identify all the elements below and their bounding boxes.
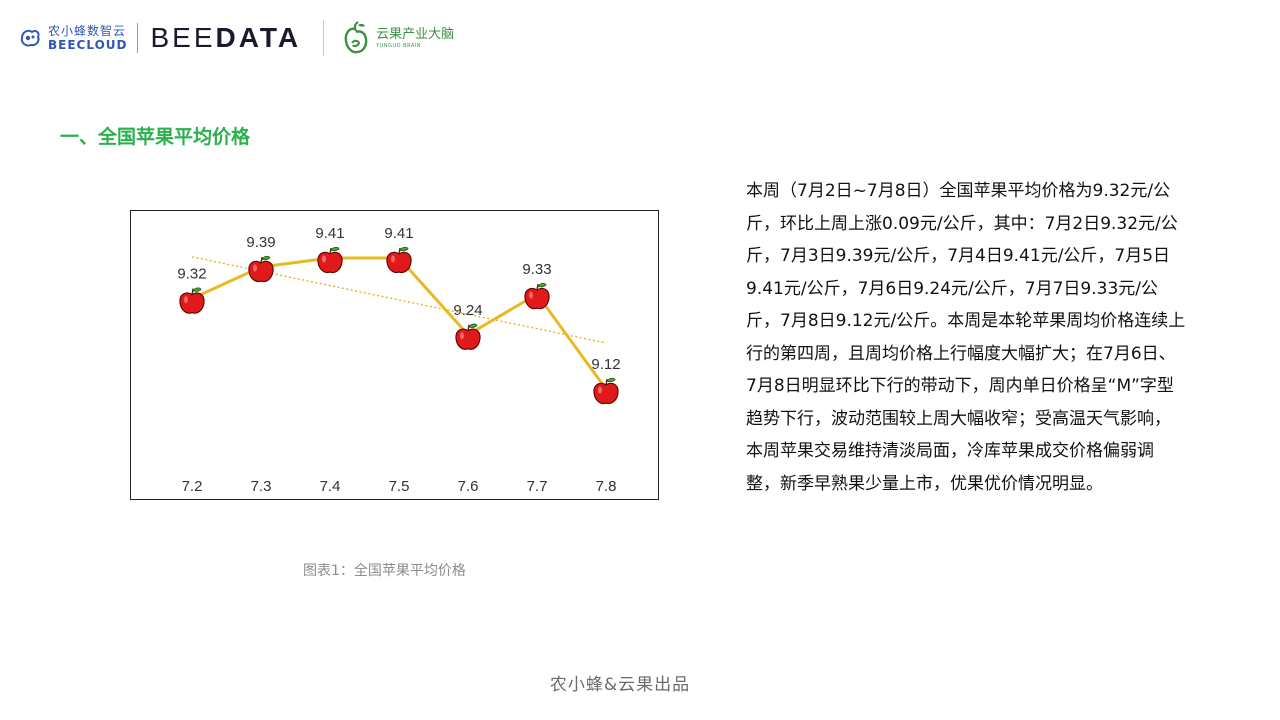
beedata-light: BEE: [150, 22, 216, 53]
x-tick-label: 7.7: [527, 478, 548, 495]
x-tick-label: 7.5: [389, 478, 410, 495]
section-title: 一、全国苹果平均价格: [60, 126, 251, 148]
trend-line: [191, 256, 607, 344]
divider: [323, 20, 325, 56]
data-label: 9.41: [384, 225, 413, 242]
x-tick-label: 7.2: [182, 478, 203, 495]
data-label: 9.39: [246, 234, 275, 251]
yunguo-logo: 云果产业大脑 YUNGUO BRAIN: [342, 21, 454, 55]
yunguo-cn: 云果产业大脑: [376, 26, 455, 42]
apple-icon: [593, 377, 619, 405]
data-label: 9.24: [453, 302, 482, 319]
data-label: 9.32: [177, 266, 206, 283]
data-label: 9.33: [522, 261, 551, 278]
data-label: 9.12: [591, 356, 620, 373]
yunguo-fruit-icon: [344, 21, 368, 54]
bee-icon: [20, 29, 40, 47]
apple-icon: [455, 323, 481, 350]
apple-icon: [317, 246, 343, 274]
description-text: 本周（7月2日~7月8日）全国苹果平均价格为9.32元/公斤，环比上周上涨0.0…: [746, 181, 1186, 494]
beedata-logo: BEEDATA: [150, 22, 301, 54]
x-tick-label: 7.4: [320, 478, 341, 495]
chart-caption: 图表1：全国苹果平均价格: [303, 563, 466, 579]
apple-icon: [248, 255, 274, 283]
chart-svg: 9.32 9.39 9.41 9.41 9.24 9.33 9.12 7.2 7.3 7.4 7.5…: [177, 225, 620, 495]
x-tick-label: 7.6: [458, 478, 479, 495]
x-tick-label: 7.8: [596, 478, 617, 495]
footer-credit: 农小蜂&云果出品: [549, 675, 691, 695]
beecloud-logo: 农小蜂数智云 BEECLOUD: [18, 25, 127, 51]
price-chart: 9.32 9.39 9.41 9.41 9.24 9.33 9.12 7.2 7.3 7.4 7.5…: [130, 210, 659, 500]
header: 农小蜂数智云 BEECLOUD BEEDATA 云果产业大脑 YUNGUO BR…: [18, 18, 454, 58]
data-label: 9.41: [315, 225, 344, 242]
apple-icon: [179, 287, 205, 314]
apple-icon: [386, 246, 412, 274]
apple-icon: [524, 282, 550, 310]
x-tick-label: 7.3: [251, 478, 272, 495]
beecloud-en: BEECLOUD: [48, 38, 128, 52]
divider: [137, 23, 139, 53]
yunguo-en: YUNGUO BRAIN: [376, 42, 421, 49]
beedata-bold: DATA: [215, 22, 302, 53]
beecloud-cn: 农小蜂数智云: [48, 24, 127, 38]
